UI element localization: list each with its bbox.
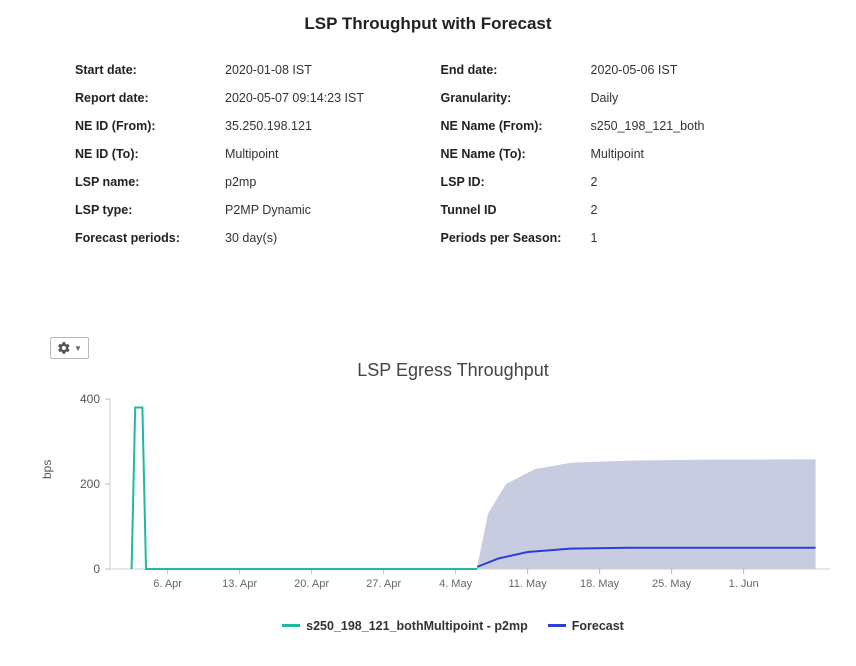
series-actual bbox=[132, 408, 478, 570]
meta-label: LSP name: bbox=[75, 175, 225, 189]
meta-value: 2 bbox=[591, 203, 598, 217]
meta-value: 35.250.198.121 bbox=[225, 119, 312, 133]
page-title: LSP Throughput with Forecast bbox=[0, 0, 856, 56]
meta-label: LSP type: bbox=[75, 203, 225, 217]
meta-label: NE Name (To): bbox=[441, 147, 591, 161]
gear-icon bbox=[57, 341, 71, 355]
y-axis-label: bps bbox=[40, 460, 54, 479]
chart-settings-button[interactable]: ▼ bbox=[50, 337, 89, 359]
legend-label: s250_198_121_bothMultipoint - p2mp bbox=[306, 619, 528, 633]
meta-label: NE ID (To): bbox=[75, 147, 225, 161]
meta-value: 2020-05-06 IST bbox=[591, 63, 678, 77]
chevron-down-icon: ▼ bbox=[74, 344, 82, 353]
meta-value: s250_198_121_both bbox=[591, 119, 705, 133]
meta-row: NE ID (From):35.250.198.121 NE Name (From… bbox=[75, 112, 806, 140]
meta-value: P2MP Dynamic bbox=[225, 203, 311, 217]
x-tick-label: 18. May bbox=[580, 578, 620, 590]
metadata-table: Start date:2020-01-08 ISTEnd date:2020-0… bbox=[0, 56, 856, 252]
x-tick-label: 1. Jun bbox=[729, 578, 759, 590]
meta-label: End date: bbox=[441, 63, 591, 77]
chart-title: LSP Egress Throughput bbox=[50, 360, 856, 389]
legend-swatch bbox=[282, 624, 300, 627]
legend-item[interactable]: s250_198_121_bothMultipoint - p2mp bbox=[282, 619, 528, 633]
meta-label: Periods per Season: bbox=[441, 231, 591, 245]
meta-value: 2020-05-07 09:14:23 IST bbox=[225, 91, 364, 105]
meta-value: 2 bbox=[591, 175, 598, 189]
meta-value: p2mp bbox=[225, 175, 256, 189]
x-tick-label: 4. May bbox=[439, 578, 473, 590]
chart-legend: s250_198_121_bothMultipoint - p2mp Foreca… bbox=[50, 604, 856, 633]
meta-row: NE ID (To):MultipointNE Name (To):Multip… bbox=[75, 140, 806, 168]
legend-item[interactable]: Forecast bbox=[548, 619, 624, 633]
line-chart: 0 200 400 6. Apr 13. Apr 20. Apr 27. Apr 4. May… bbox=[50, 389, 830, 599]
meta-value: 1 bbox=[591, 231, 598, 245]
meta-value: 2020-01-08 IST bbox=[225, 63, 312, 77]
legend-swatch bbox=[548, 624, 566, 627]
meta-value: Multipoint bbox=[591, 147, 645, 161]
meta-row: Start date:2020-01-08 IST End date:2020-0… bbox=[75, 56, 806, 84]
meta-label: LSP ID: bbox=[441, 175, 591, 189]
x-tick-label: 13. Apr bbox=[222, 578, 257, 590]
legend-label: Forecast bbox=[572, 619, 624, 633]
meta-label: Granularity: bbox=[441, 91, 591, 105]
meta-value: Daily bbox=[591, 91, 619, 105]
x-tick-label: 20. Apr bbox=[294, 578, 329, 590]
x-tick-label: 25. May bbox=[652, 578, 692, 590]
meta-value: 30 day(s) bbox=[225, 231, 277, 245]
meta-label: NE Name (From): bbox=[441, 119, 591, 133]
meta-label: Forecast periods: bbox=[75, 231, 225, 245]
meta-label: Tunnel ID bbox=[441, 203, 591, 217]
y-tick-label: 400 bbox=[80, 392, 100, 406]
meta-row: Report date:2020-05-07 09:14:23 IST Granu… bbox=[75, 84, 806, 112]
x-tick-label: 27. Apr bbox=[366, 578, 401, 590]
meta-row: LSP type:P2MP Dynamic Tunnel ID2 bbox=[75, 196, 806, 224]
chart-container: LSP Egress Throughput bps 02004006. Apr1… bbox=[50, 360, 856, 633]
meta-row: Forecast periods:30 day(s) Periods per Se… bbox=[75, 224, 806, 252]
meta-row: LSP name:p2mp LSP ID:2 bbox=[75, 168, 806, 196]
y-tick-label: 200 bbox=[80, 477, 100, 491]
y-tick-label: 0 bbox=[93, 562, 100, 576]
meta-label: NE ID (From): bbox=[75, 119, 225, 133]
meta-value: Multipoint bbox=[225, 147, 279, 161]
meta-label: Start date: bbox=[75, 63, 225, 77]
meta-label: Report date: bbox=[75, 91, 225, 105]
x-tick-label: 6. Apr bbox=[153, 578, 182, 590]
x-tick-label: 11. May bbox=[508, 578, 547, 590]
